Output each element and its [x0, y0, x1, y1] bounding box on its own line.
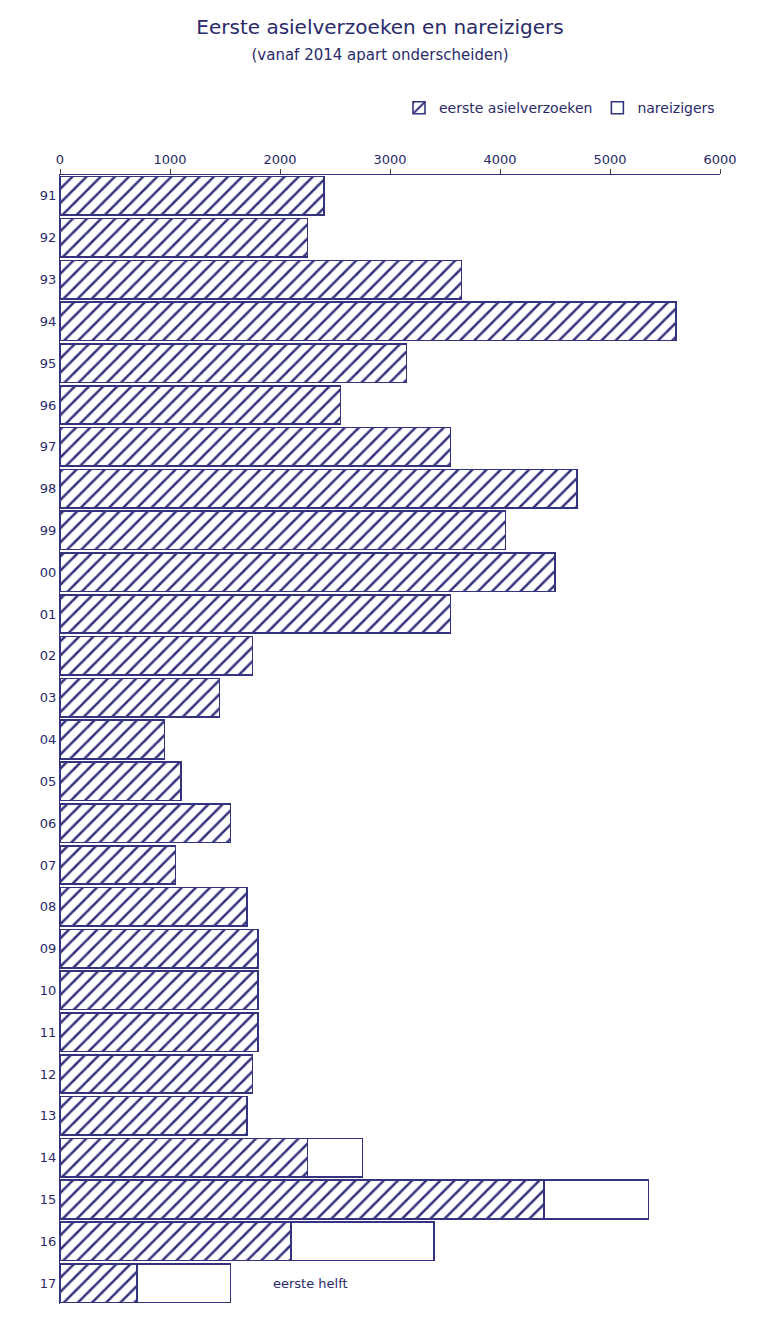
svg-text:Eerste asielverzoeken en narei: Eerste asielverzoeken en nareizigers(van…: [196, 15, 563, 64]
svg-text:11: 11: [40, 1025, 57, 1040]
svg-text:03: 03: [40, 690, 57, 705]
svg-text:17: 17: [40, 1276, 57, 1291]
svg-text:97: 97: [40, 439, 57, 454]
svg-text:01: 01: [40, 607, 57, 622]
svg-text:00: 00: [40, 565, 57, 580]
svg-text:04: 04: [40, 732, 57, 747]
svg-text:10: 10: [40, 983, 57, 998]
svg-text:nareizigers: nareizigers: [637, 100, 714, 116]
svg-text:13: 13: [40, 1108, 57, 1123]
svg-text:94: 94: [40, 314, 57, 329]
svg-text:99: 99: [40, 523, 57, 538]
svg-text:3000: 3000: [373, 152, 406, 167]
svg-text:eerste helft: eerste helft: [273, 1276, 348, 1291]
svg-text:05: 05: [40, 774, 57, 789]
svg-text:16: 16: [40, 1234, 57, 1249]
svg-text:eerste asielverzoeken: eerste asielverzoeken: [439, 100, 592, 116]
svg-text:98: 98: [40, 481, 57, 496]
svg-text:95: 95: [40, 356, 57, 371]
svg-text:12: 12: [40, 1067, 57, 1082]
svg-text:96: 96: [40, 398, 57, 413]
svg-text:09: 09: [40, 941, 57, 956]
svg-text:08: 08: [40, 899, 57, 914]
svg-text:02: 02: [40, 648, 57, 663]
svg-text:14: 14: [40, 1150, 57, 1165]
svg-text:07: 07: [40, 857, 57, 872]
svg-text:4000: 4000: [483, 152, 516, 167]
svg-text:2000: 2000: [263, 152, 296, 167]
svg-text:1000: 1000: [153, 152, 186, 167]
svg-text:93: 93: [40, 272, 57, 287]
svg-text:91: 91: [40, 188, 57, 203]
svg-text:0: 0: [56, 152, 64, 167]
svg-text:92: 92: [40, 230, 57, 245]
svg-text:5000: 5000: [593, 152, 626, 167]
svg-text:6000: 6000: [703, 152, 736, 167]
svg-text:15: 15: [40, 1192, 57, 1207]
svg-text:06: 06: [40, 816, 57, 831]
